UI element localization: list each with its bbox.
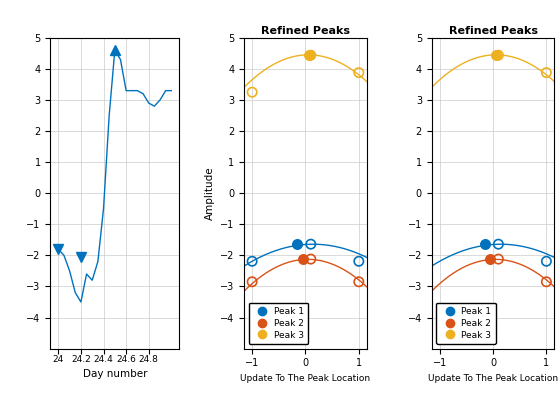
Legend: Peak 1, Peak 2, Peak 3: Peak 1, Peak 2, Peak 3 bbox=[249, 303, 309, 344]
Point bbox=[480, 241, 489, 248]
X-axis label: Update To The Peak Location: Update To The Peak Location bbox=[240, 374, 371, 383]
Point bbox=[248, 89, 256, 95]
Point bbox=[306, 52, 315, 58]
Point bbox=[298, 256, 307, 263]
X-axis label: Day number: Day number bbox=[82, 370, 147, 379]
Legend: Peak 1, Peak 2, Peak 3: Peak 1, Peak 2, Peak 3 bbox=[436, 303, 496, 344]
Point bbox=[494, 241, 503, 247]
Point bbox=[486, 256, 495, 263]
Point bbox=[306, 241, 315, 247]
Point bbox=[354, 278, 363, 285]
Point bbox=[494, 52, 503, 58]
Point bbox=[492, 52, 501, 58]
Point bbox=[304, 52, 313, 58]
Point bbox=[354, 258, 363, 265]
X-axis label: Update To The Peak Location: Update To The Peak Location bbox=[428, 374, 558, 383]
Point bbox=[248, 258, 256, 265]
Point bbox=[542, 278, 551, 285]
Title: Refined Peaks: Refined Peaks bbox=[449, 26, 538, 36]
Point bbox=[542, 258, 551, 265]
Y-axis label: Amplitude: Amplitude bbox=[204, 166, 214, 220]
Point bbox=[494, 256, 503, 262]
Point bbox=[542, 69, 551, 76]
Point bbox=[248, 278, 256, 285]
Point bbox=[354, 69, 363, 76]
Point bbox=[306, 256, 315, 262]
Point bbox=[293, 241, 302, 248]
Title: Refined Peaks: Refined Peaks bbox=[261, 26, 350, 36]
